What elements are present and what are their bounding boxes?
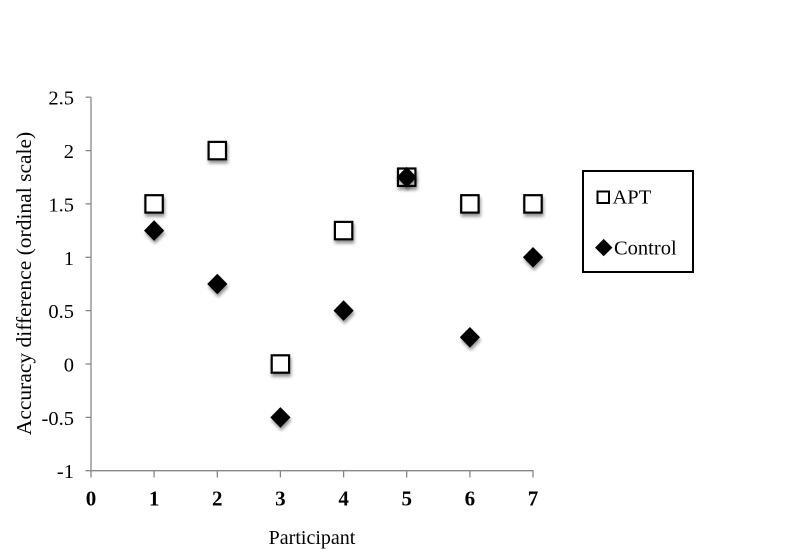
svg-text:0: 0 [64,355,74,377]
svg-text:Accuracy difference (ordinal s: Accuracy difference (ordinal scale) [12,132,36,435]
svg-text:6: 6 [465,487,476,511]
svg-text:Participant: Participant [269,527,356,549]
svg-text:2: 2 [64,141,74,163]
svg-text:1.5: 1.5 [48,194,74,216]
svg-text:APT: APT [613,187,652,209]
svg-text:0.5: 0.5 [48,301,74,323]
svg-text:-1: -1 [57,461,74,483]
svg-text:4: 4 [338,487,349,511]
svg-text:2.5: 2.5 [48,88,74,110]
svg-text:5: 5 [401,487,412,511]
svg-text:Control: Control [614,238,677,260]
svg-text:3: 3 [275,487,286,511]
svg-text:-0.5: -0.5 [42,408,74,430]
svg-text:2: 2 [212,487,223,511]
svg-text:7: 7 [528,487,539,511]
svg-text:1: 1 [149,487,160,511]
svg-text:1: 1 [64,248,74,270]
svg-text:0: 0 [86,487,97,511]
